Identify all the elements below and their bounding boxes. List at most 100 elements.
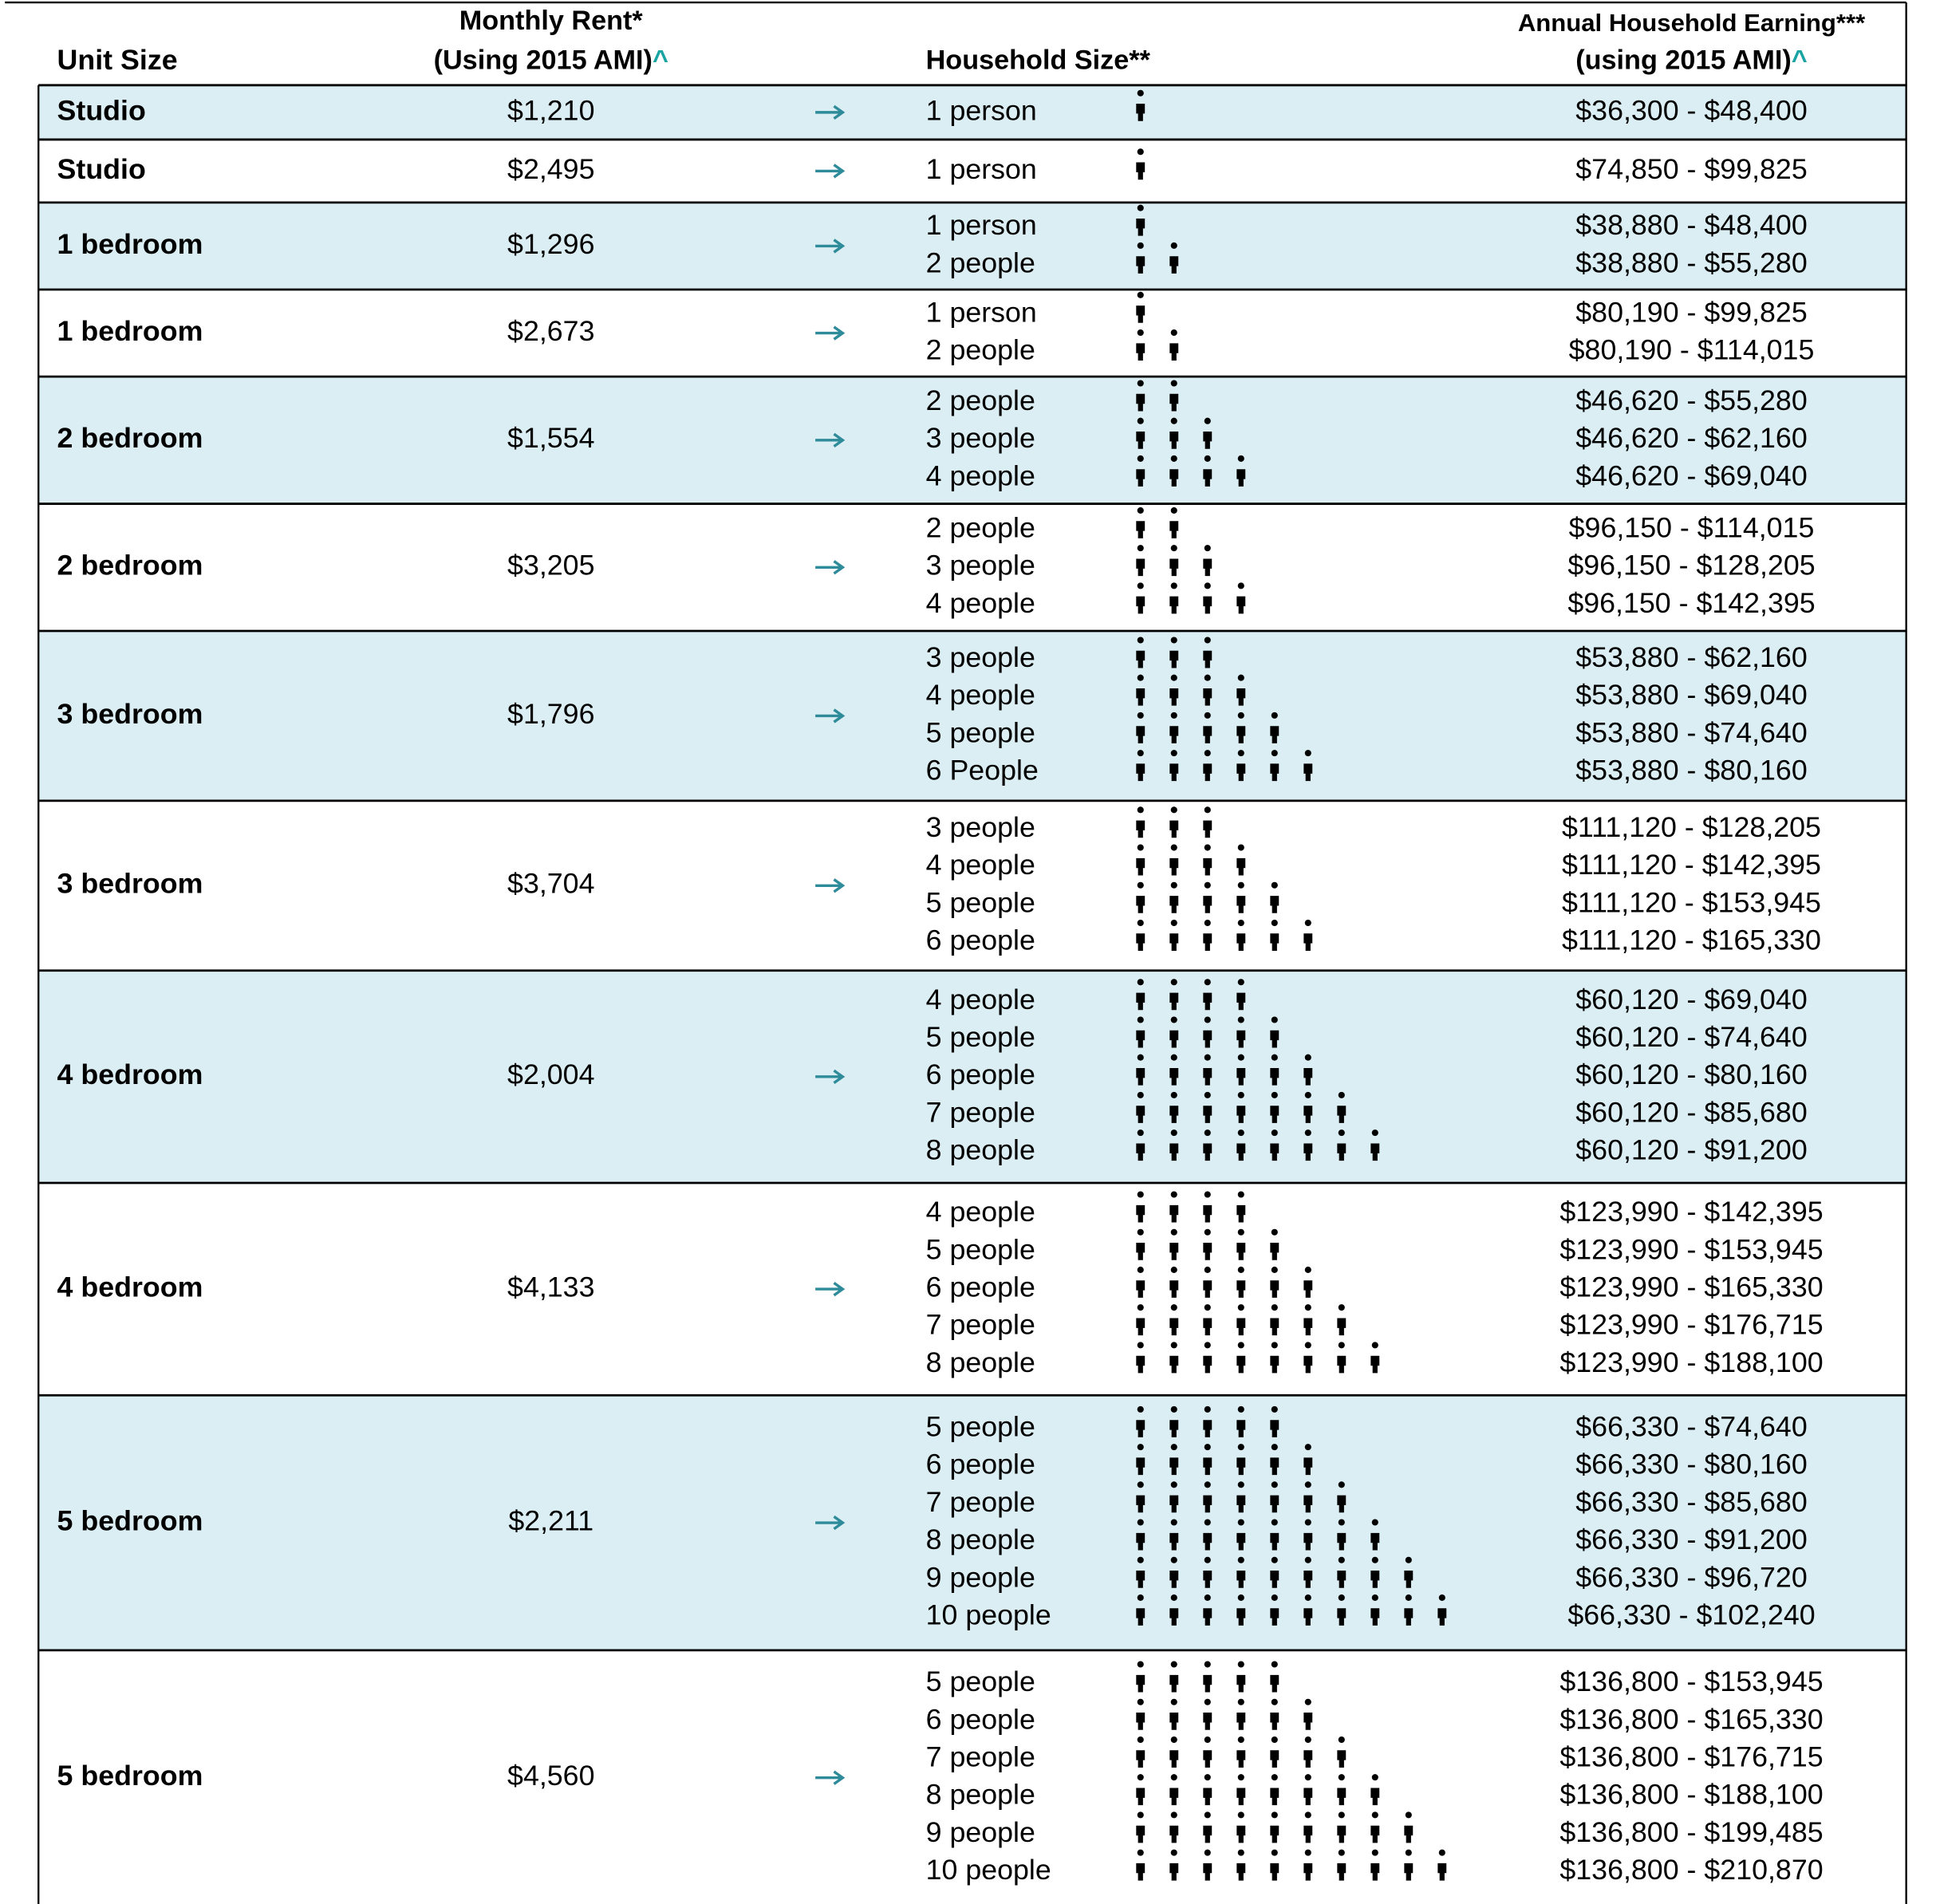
earning-range: $136,800 - $210,870 <box>1559 1854 1823 1886</box>
earning-range: $38,880 - $48,400 <box>1575 209 1807 241</box>
person-icon <box>1236 1228 1246 1260</box>
household-size: 4 people <box>926 460 1035 492</box>
person-icon <box>1169 380 1179 412</box>
earning-range: $46,620 - $62,160 <box>1575 422 1807 454</box>
person-icon <box>1169 979 1179 1011</box>
person-icon <box>1169 1481 1179 1513</box>
person-icon <box>1136 919 1145 951</box>
person-icon <box>1303 1266 1313 1298</box>
person-icon <box>1337 1811 1347 1843</box>
unit-size: 2 bedroom <box>57 422 203 454</box>
person-icon <box>1136 291 1145 323</box>
earning-range: $111,120 - $142,395 <box>1562 849 1821 881</box>
earning-range: $60,120 - $74,640 <box>1575 1021 1807 1053</box>
person-icon <box>1203 1519 1212 1551</box>
earning-range: $66,330 - $96,720 <box>1575 1561 1807 1593</box>
person-icon <box>1203 674 1212 706</box>
person-icon <box>1236 582 1246 614</box>
person-icon <box>1337 1736 1347 1768</box>
earning-range: $60,120 - $91,200 <box>1575 1134 1807 1166</box>
person-icon <box>1136 545 1145 577</box>
person-icon <box>1236 919 1246 951</box>
person-icon <box>1236 1091 1246 1123</box>
person-icon <box>1270 712 1279 743</box>
person-icon <box>1303 1849 1313 1881</box>
earning-range: $60,120 - $80,160 <box>1575 1058 1807 1090</box>
caret: ^ <box>1792 45 1808 75</box>
earning-range: $123,990 - $165,330 <box>1559 1271 1823 1303</box>
household-size: 6 people <box>926 924 1035 956</box>
household-size: 3 people <box>926 811 1035 843</box>
household-size: 9 people <box>926 1816 1035 1848</box>
person-icon <box>1203 455 1212 487</box>
household-size: 7 people <box>926 1741 1035 1773</box>
person-icon <box>1203 979 1212 1011</box>
person-icon <box>1169 1266 1179 1298</box>
household-size: 5 people <box>926 1021 1035 1053</box>
person-icon <box>1169 242 1179 274</box>
person-icon <box>1136 1774 1145 1806</box>
person-icon <box>1236 979 1246 1011</box>
person-icon <box>1169 1811 1179 1843</box>
earning-range: $123,990 - $176,715 <box>1559 1309 1823 1341</box>
person-icon <box>1169 674 1179 706</box>
person-icon <box>1136 674 1145 706</box>
household-size: 7 people <box>926 1097 1035 1129</box>
unit-size: 4 bedroom <box>57 1271 203 1303</box>
person-icon <box>1404 1556 1414 1588</box>
person-icon <box>1169 582 1179 614</box>
person-icon <box>1370 1556 1380 1588</box>
monthly-rent: $4,560 <box>507 1760 594 1792</box>
person-icon <box>1136 1129 1145 1161</box>
arrow <box>815 708 846 723</box>
person-icon <box>1270 1481 1279 1513</box>
person-icon <box>1169 329 1179 361</box>
monthly-rent: $4,133 <box>507 1271 594 1303</box>
person-icon <box>1303 1342 1313 1374</box>
header-rent-sub: (Using 2015 AMI)^ <box>434 45 668 75</box>
person-icon <box>1337 1342 1347 1374</box>
person-icon <box>1136 1054 1145 1086</box>
person-icon <box>1236 1481 1246 1513</box>
person-icon <box>1169 1444 1179 1476</box>
person-icon <box>1169 1594 1179 1626</box>
person-icon <box>1303 919 1313 951</box>
household-size: 3 people <box>926 550 1035 581</box>
person-icon <box>1337 1519 1347 1551</box>
person-icon <box>1337 1594 1347 1626</box>
unit-size: 1 bedroom <box>57 315 203 347</box>
household-size: 5 people <box>926 1411 1035 1443</box>
household-size: 1 person <box>926 153 1037 185</box>
person-icon <box>1203 1698 1212 1730</box>
earning-range: $66,330 - $80,160 <box>1575 1449 1807 1480</box>
person-icon <box>1236 1444 1246 1476</box>
person-icon <box>1136 1342 1145 1374</box>
person-icon <box>1203 750 1212 782</box>
person-icon <box>1136 89 1145 121</box>
person-icon <box>1136 1191 1145 1223</box>
person-icon <box>1203 1405 1212 1437</box>
earning-range: $136,800 - $165,330 <box>1559 1703 1823 1735</box>
household-size: 3 people <box>926 422 1035 454</box>
earning-range: $96,150 - $114,015 <box>1569 512 1815 544</box>
person-icon <box>1270 1811 1279 1843</box>
person-icon <box>1169 1228 1179 1260</box>
person-icon <box>1203 1736 1212 1768</box>
monthly-rent: $3,704 <box>507 868 594 900</box>
unit-size: 2 bedroom <box>57 550 203 581</box>
person-icon <box>1203 1054 1212 1086</box>
person-icon <box>1270 1266 1279 1298</box>
person-icon <box>1136 806 1145 838</box>
earning-range: $136,800 - $153,945 <box>1559 1666 1823 1697</box>
person-icon <box>1169 1129 1179 1161</box>
arrow <box>815 432 846 447</box>
person-icon <box>1203 582 1212 614</box>
person-icon <box>1169 1774 1179 1806</box>
person-icon <box>1169 712 1179 743</box>
person-icon <box>1303 1444 1313 1476</box>
person-icon <box>1169 1054 1179 1086</box>
arrow <box>815 325 846 341</box>
row-shade <box>38 202 1906 290</box>
earning-range: $53,880 - $62,160 <box>1575 641 1807 673</box>
